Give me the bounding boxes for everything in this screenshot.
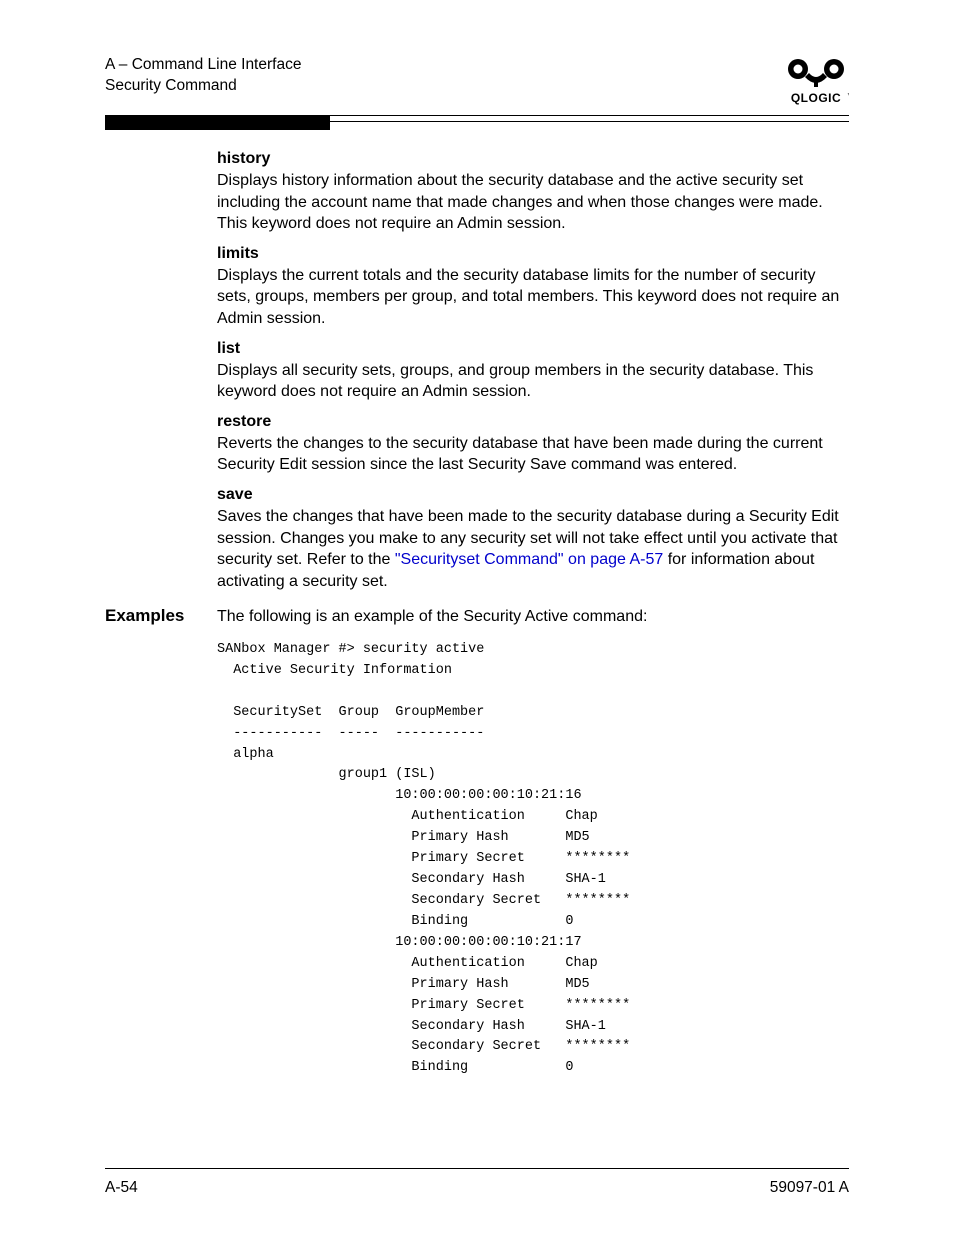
page-footer: A-54 59097-01 A [105, 1168, 849, 1197]
examples-label: Examples [105, 606, 217, 626]
header-line2: Security Command [105, 76, 301, 97]
section-restore: restore Reverts the changes to the secur… [217, 413, 849, 476]
header-rule-thick [105, 116, 330, 130]
footer-page: A-54 [105, 1179, 138, 1197]
section-title-save: save [217, 486, 849, 504]
section-title-restore: restore [217, 413, 849, 431]
main-content: history Displays history information abo… [217, 150, 849, 592]
header-left: A – Command Line Interface Security Comm… [105, 55, 301, 97]
section-body-history: Displays history information about the s… [217, 170, 849, 235]
code-block: SANbox Manager #> security active Active… [217, 640, 849, 1079]
logo: QLOGIC ™ [783, 55, 849, 107]
examples-intro: The following is an example of the Secur… [217, 606, 647, 628]
header-line1: A – Command Line Interface [105, 55, 301, 76]
page-header: A – Command Line Interface Security Comm… [105, 55, 849, 107]
section-body-list: Displays all security sets, groups, and … [217, 360, 849, 403]
footer-row: A-54 59097-01 A [105, 1179, 849, 1197]
section-history: history Displays history information abo… [217, 150, 849, 235]
qlogic-logo-icon: QLOGIC ™ [783, 55, 849, 107]
page: A – Command Line Interface Security Comm… [0, 0, 954, 1235]
section-body-restore: Reverts the changes to the security data… [217, 433, 849, 476]
footer-docid: 59097-01 A [770, 1179, 849, 1197]
section-limits: limits Displays the current totals and t… [217, 245, 849, 330]
header-rule [105, 115, 849, 122]
section-title-list: list [217, 340, 849, 358]
section-body-save: Saves the changes that have been made to… [217, 506, 849, 592]
section-title-limits: limits [217, 245, 849, 263]
footer-rule [105, 1168, 849, 1169]
examples-section: Examples The following is an example of … [105, 606, 849, 628]
securityset-command-link[interactable]: "Securityset Command" on page A-57 [395, 551, 663, 568]
section-save: save Saves the changes that have been ma… [217, 486, 849, 592]
logo-text: QLOGIC [791, 91, 841, 105]
section-body-limits: Displays the current totals and the secu… [217, 265, 849, 330]
section-title-history: history [217, 150, 849, 168]
section-list: list Displays all security sets, groups,… [217, 340, 849, 403]
logo-tm: ™ [847, 92, 849, 99]
